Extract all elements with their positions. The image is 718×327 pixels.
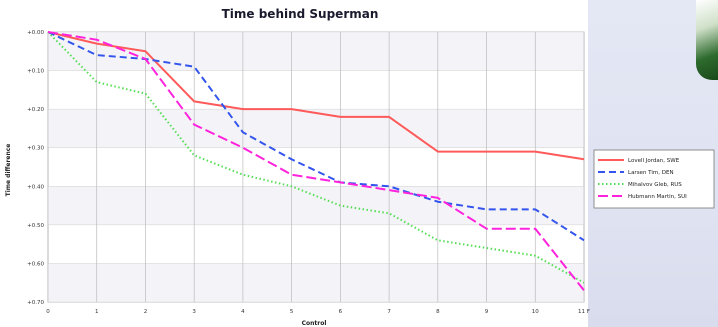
y-tick-label: +0.10 — [27, 69, 44, 75]
legend-entry: Larsen Tim, DEN — [628, 170, 674, 176]
x-tick-label: 7 — [387, 309, 391, 315]
legend: Lovell Jordan, SWE Larsen Tim, DEN Mihalvo… — [593, 149, 715, 209]
y-tick-label: +0.00 — [27, 30, 44, 36]
window-corner-decoration — [696, 0, 718, 80]
x-tick-label: 3 — [192, 309, 196, 315]
x-axis-ticks: 0 1 2 3 4 5 6 7 8 9 10 11 F — [46, 309, 590, 315]
x-tick-label: 11 F — [578, 309, 590, 315]
y-tick-label: +0.40 — [27, 184, 44, 190]
y-tick-label: +0.70 — [27, 300, 44, 306]
series-layer — [47, 31, 585, 292]
series-line — [47, 31, 585, 242]
x-axis-label: Control — [302, 320, 327, 327]
y-tick-label: +0.50 — [27, 223, 44, 229]
grid-band — [48, 32, 584, 71]
y-axis-label: Time difference — [5, 144, 12, 197]
y-tick-label: +0.30 — [27, 146, 44, 152]
x-tick-label: 4 — [241, 309, 245, 315]
x-tick-label: 0 — [46, 309, 50, 315]
x-tick-label: 1 — [95, 309, 99, 315]
plot-area — [47, 31, 585, 303]
series-line — [47, 31, 585, 284]
x-tick-label: 2 — [144, 309, 148, 315]
chart-title: Time behind Superman — [222, 7, 379, 21]
series-line — [47, 31, 585, 292]
y-tick-label: +0.20 — [27, 107, 44, 113]
series-line — [47, 31, 585, 161]
x-tick-label: 8 — [436, 309, 440, 315]
legend-entry: Lovell Jordan, SWE — [628, 158, 680, 164]
grid-band — [48, 263, 584, 302]
grid-band — [48, 186, 584, 225]
grid-band — [48, 109, 584, 148]
x-tick-label: 6 — [339, 309, 343, 315]
y-axis-ticks: +0.00 +0.10 +0.20 +0.30 +0.40 +0.50 +0.60 +0.70 — [27, 30, 44, 306]
legend-entry: Mihalvov Gleb, RUS — [628, 182, 682, 188]
grid — [47, 31, 585, 303]
x-tick-label: 10 — [532, 309, 539, 315]
y-tick-label: +0.60 — [27, 261, 44, 267]
x-tick-label: 9 — [485, 309, 489, 315]
legend-entry: Hubmann Martin, SUI — [628, 194, 687, 200]
x-tick-label: 5 — [290, 309, 294, 315]
